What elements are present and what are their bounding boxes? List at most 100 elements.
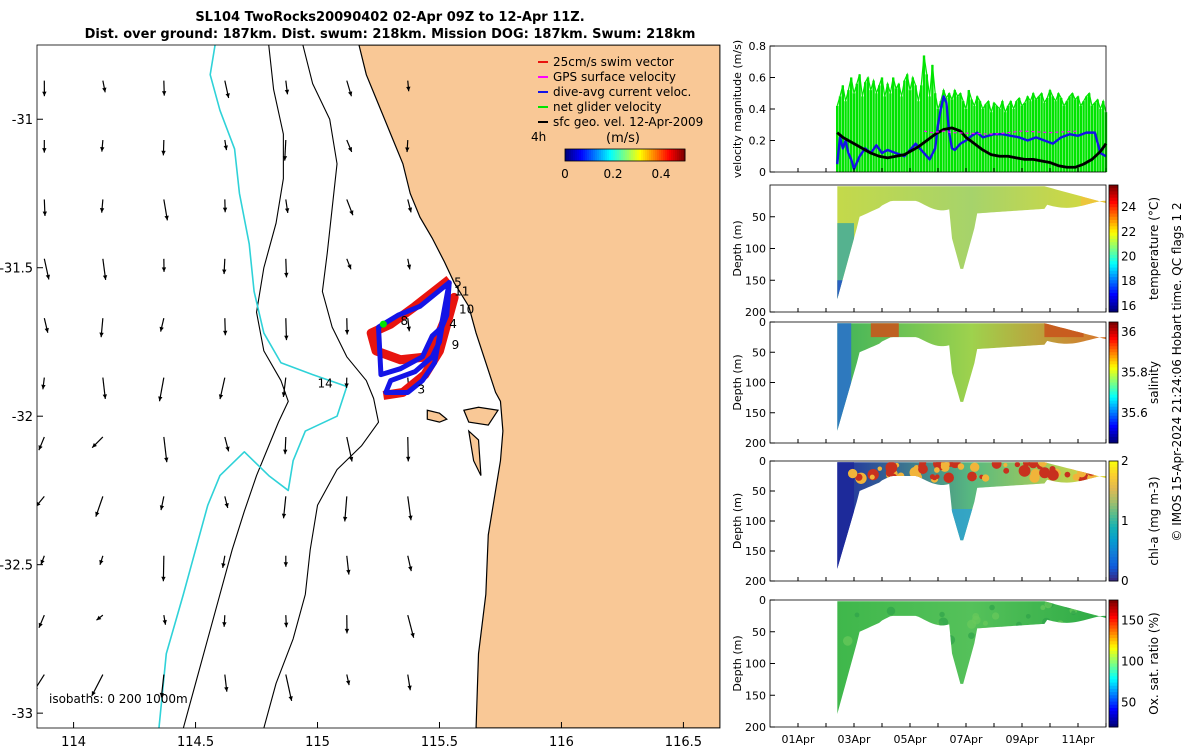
colorbar-cell bbox=[1109, 488, 1118, 492]
colorbar-cell bbox=[1109, 258, 1118, 262]
oxy-blob bbox=[1079, 629, 1090, 639]
geo-arrow bbox=[37, 674, 45, 688]
oxy-blob bbox=[854, 612, 860, 618]
sal-salty-patch bbox=[870, 323, 899, 338]
map-ytick-label: -32.5 bbox=[0, 559, 33, 574]
colorbar-cell bbox=[1109, 615, 1118, 620]
date-xtick-label: 05Apr bbox=[893, 733, 927, 746]
chla-panel-ctick-label: 0 bbox=[1121, 574, 1129, 588]
map-ytick-label: -32 bbox=[12, 410, 33, 425]
oxy-blob bbox=[1091, 609, 1098, 616]
colorbar-cell bbox=[1109, 216, 1118, 221]
geo-arrowhead bbox=[164, 457, 169, 463]
temperature-panel: 50 100 150 200 Depth (m) 16 18 20 22 24 temperatur… bbox=[731, 184, 1161, 319]
oxy-blob bbox=[938, 617, 949, 628]
colorbar-cell bbox=[1109, 223, 1118, 227]
map-colorbar-cell bbox=[577, 149, 580, 161]
map-colorbar-cell bbox=[671, 149, 674, 161]
colorbar-cell bbox=[1109, 349, 1118, 353]
oxy-blob bbox=[1071, 610, 1076, 616]
colorbar-cell bbox=[1109, 439, 1118, 444]
salinity-panel-ytick-label: 100 bbox=[745, 377, 766, 390]
colorbar-cell bbox=[1109, 382, 1118, 387]
colorbar-cell bbox=[1109, 343, 1118, 347]
chla-blob bbox=[1072, 473, 1080, 481]
chla-blob bbox=[855, 473, 863, 481]
salinity-panel-colorbar: 35.6 35.8 36 salinity bbox=[1108, 321, 1161, 444]
colorbar-cell bbox=[1109, 673, 1118, 677]
geo-arrowhead bbox=[344, 628, 350, 634]
salinity-panel-ytick-label: 50 bbox=[752, 346, 766, 359]
map-ytick-label: -31 bbox=[12, 113, 33, 128]
map-colorbar-cell bbox=[617, 149, 620, 161]
colorbar-cell bbox=[1109, 406, 1118, 411]
colorbar-cell bbox=[1109, 685, 1118, 690]
geo-arrowhead bbox=[161, 267, 167, 272]
oxy-blob bbox=[891, 620, 900, 629]
colorbar-cell bbox=[1109, 714, 1118, 718]
geo-arrowhead bbox=[38, 445, 43, 451]
oxygen-panel-ytick-label: 200 bbox=[745, 721, 766, 734]
geo-arrowhead bbox=[99, 559, 104, 565]
map-colorbar-cell bbox=[579, 149, 582, 161]
colorbar-cell bbox=[1109, 566, 1118, 570]
map-ytick-label: -31.5 bbox=[0, 262, 33, 277]
geo-arrowhead bbox=[159, 692, 164, 698]
map-colorbar-tick: 0.4 bbox=[651, 167, 670, 181]
temp-warm-patch bbox=[1080, 186, 1106, 300]
geo-arrowhead bbox=[283, 449, 288, 455]
colorbar-cell bbox=[1109, 286, 1118, 291]
map-colorbar-cell bbox=[631, 149, 634, 161]
geo-arrowhead bbox=[162, 619, 167, 625]
colorbar-cell bbox=[1109, 289, 1118, 294]
colorbar-cell bbox=[1109, 302, 1118, 307]
geo-arrowhead bbox=[161, 150, 166, 156]
colorbar-cell bbox=[1109, 273, 1118, 278]
chla-mid-patch bbox=[949, 509, 975, 545]
geo-arrowhead bbox=[99, 332, 104, 338]
isobaths-label: isobaths: 0 200 1000m bbox=[49, 692, 188, 706]
geo-arrowhead bbox=[284, 335, 289, 341]
oxy-blob bbox=[966, 619, 977, 629]
colorbar-cell bbox=[1109, 248, 1118, 253]
track-label-3: 3 bbox=[418, 382, 426, 396]
map-colorbar-cell bbox=[599, 149, 602, 161]
chla-blob bbox=[957, 463, 965, 470]
colorbar-cell bbox=[1109, 631, 1118, 636]
colorbar-cell bbox=[1109, 337, 1118, 341]
geo-arrowhead bbox=[283, 562, 289, 567]
geo-arrowhead bbox=[408, 515, 413, 521]
chla-panel-ytick-label: 100 bbox=[745, 515, 766, 528]
colorbar-cell bbox=[1109, 292, 1118, 297]
colorbar-cell bbox=[1109, 430, 1118, 435]
colorbar-cell bbox=[1109, 663, 1118, 668]
sal-fresh-patch bbox=[837, 323, 852, 431]
colorbar-cell bbox=[1109, 328, 1118, 332]
colorbar-cell bbox=[1109, 270, 1118, 275]
colorbar-cell bbox=[1109, 191, 1118, 196]
map-colorbar-cell bbox=[669, 149, 672, 161]
colorbar-cell bbox=[1109, 701, 1118, 706]
oxy-blob bbox=[1080, 625, 1085, 630]
map-colorbar-frame bbox=[564, 148, 686, 162]
colorbar-cell bbox=[1109, 676, 1118, 680]
map-colorbar-cell bbox=[647, 149, 650, 161]
map-colorbar-cell bbox=[637, 149, 640, 161]
geo-arrowhead bbox=[284, 208, 290, 213]
colorbar-cell bbox=[1109, 403, 1118, 408]
isobath-0m bbox=[263, 45, 380, 728]
salinity-panel-ctick-label: 35.6 bbox=[1121, 406, 1148, 420]
temperature-panel-colorbar: 16 18 20 22 24 temperature (°C) bbox=[1108, 184, 1161, 313]
map-colorbar-cell bbox=[627, 149, 630, 161]
geo-arrowhead bbox=[284, 272, 289, 278]
gps-velocity-series bbox=[923, 130, 1079, 135]
temp-cold-patch bbox=[837, 280, 846, 300]
date-xtick-label: 03Apr bbox=[837, 733, 871, 746]
map-colorbar-tick: 0.2 bbox=[603, 167, 622, 181]
colorbar-cell bbox=[1109, 688, 1118, 693]
geo-arrowhead bbox=[223, 330, 228, 336]
colorbar-cell bbox=[1109, 491, 1118, 495]
colorbar-cell bbox=[1109, 308, 1118, 313]
colorbar-cell bbox=[1109, 509, 1118, 513]
